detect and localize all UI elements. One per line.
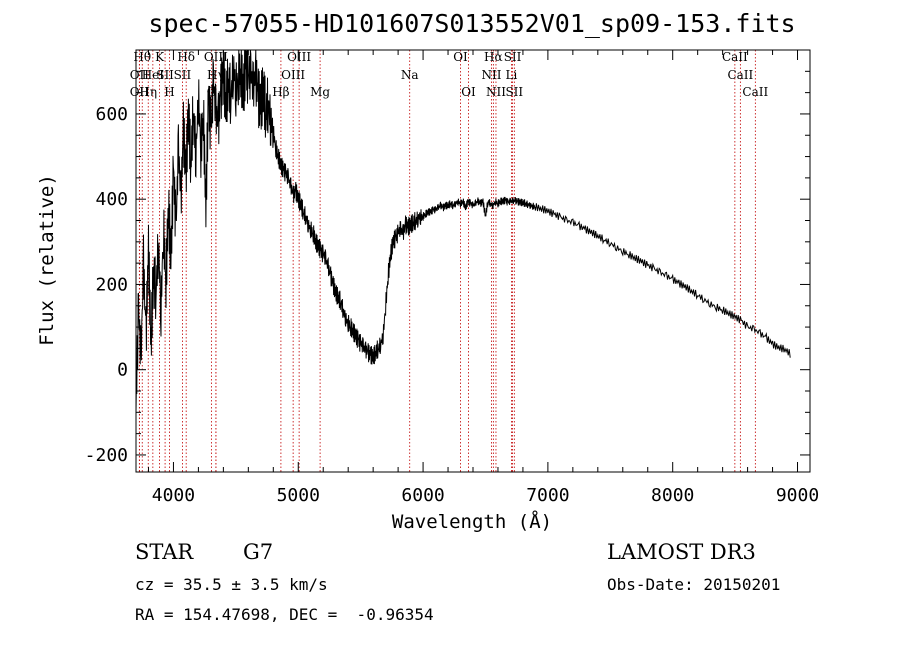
spectral-line-label: HeI: [142, 68, 165, 82]
spectral-line-label: K: [155, 50, 165, 64]
y-tick-label: 600: [95, 104, 128, 125]
spectral-line-label: Li: [506, 68, 518, 82]
spectrum-series-line: [135, 49, 791, 413]
y-axis-label: Flux (relative): [36, 174, 58, 346]
spectral-line-label: CaII: [727, 68, 753, 82]
spectral-line-label: H: [164, 85, 174, 99]
spectral-line-label: OII: [130, 85, 150, 99]
coordinates-readout: RA = 154.47698, DEC = -0.96354: [135, 605, 434, 624]
plot-frame: [135, 49, 811, 473]
x-tick-label: 8000: [651, 485, 694, 506]
spectral-line-label: OI: [453, 50, 468, 64]
spectral-line-label: CaII: [722, 50, 748, 64]
spectral-line-label: Hθ: [133, 50, 151, 64]
spectral-line-label: SII: [156, 68, 174, 82]
obs-date: Obs-Date: 20150201: [607, 575, 781, 594]
y-tick-label: 400: [95, 189, 128, 210]
spectral-line-label: OI: [461, 85, 476, 99]
spectral-line-markers: [138, 50, 756, 472]
spectral-line-label: Hδ: [177, 50, 195, 64]
spectral-line-label: Hβ: [272, 85, 289, 99]
x-tick-label: 5000: [277, 485, 320, 506]
y-tick-label: 200: [95, 274, 128, 295]
spectral-line-label: Mg: [310, 85, 330, 99]
x-tick-label: 9000: [776, 485, 819, 506]
spectral-line-label: NII: [486, 85, 506, 99]
spectral-line-label: SII: [174, 68, 192, 82]
spectral-line-label: SII: [505, 85, 523, 99]
spectral-line-label: Hη: [139, 85, 157, 99]
x-tick-label: 4000: [152, 485, 195, 506]
survey-name: LAMOST DR3: [607, 540, 756, 564]
axis-ticks: 4000 5000 6000 7000 8000 9000 -200 0 200 400 600: [85, 50, 819, 506]
spectral-line-label: G: [207, 85, 217, 99]
x-tick-label: 7000: [526, 485, 569, 506]
redshift-readout: cz = 35.5 ± 3.5 km/s: [135, 575, 328, 594]
x-axis-label: Wavelength (Å): [392, 510, 552, 533]
spectral-line-label: OII: [130, 68, 150, 82]
object-subclass: G7: [243, 540, 274, 564]
x-tick-label: 6000: [401, 485, 444, 506]
spectral-line-label: NII: [481, 68, 501, 82]
spectral-line-label: Hα: [484, 50, 503, 64]
y-tick-label: 0: [117, 360, 128, 381]
chart-title: spec-57055-HD101607S013552V01_sp09-153.f…: [148, 9, 795, 38]
spectral-line-label: CaII: [742, 85, 768, 99]
object-class: STAR: [135, 540, 194, 564]
spectral-line-label: OIII: [281, 68, 305, 82]
spectral-line-label: Na: [401, 68, 419, 82]
y-tick-label: -200: [85, 445, 128, 466]
spectral-line-label: SII: [504, 50, 522, 64]
spectral-line-label: OIII: [287, 50, 311, 64]
